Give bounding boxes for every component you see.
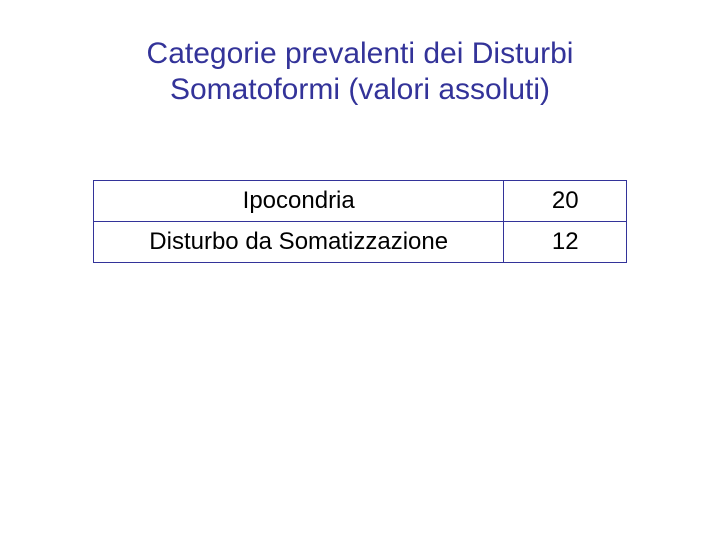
table-cell-value: 12 [504, 222, 627, 263]
title-line-1: Categorie prevalenti dei Disturbi [147, 37, 574, 70]
table-cell-label: Ipocondria [94, 181, 504, 222]
table-row: Disturbo da Somatizzazione 12 [94, 222, 627, 263]
table-row: Ipocondria 20 [94, 181, 627, 222]
slide-title: Categorie prevalenti dei Disturbi Somato… [80, 36, 640, 108]
table-cell-value: 20 [504, 181, 627, 222]
table-cell-label: Disturbo da Somatizzazione [94, 222, 504, 263]
slide: Categorie prevalenti dei Disturbi Somato… [0, 0, 720, 540]
data-table-container: Ipocondria 20 Disturbo da Somatizzazione… [93, 180, 627, 263]
title-line-2: Somatoformi (valori assoluti) [170, 73, 550, 106]
data-table: Ipocondria 20 Disturbo da Somatizzazione… [93, 180, 627, 263]
